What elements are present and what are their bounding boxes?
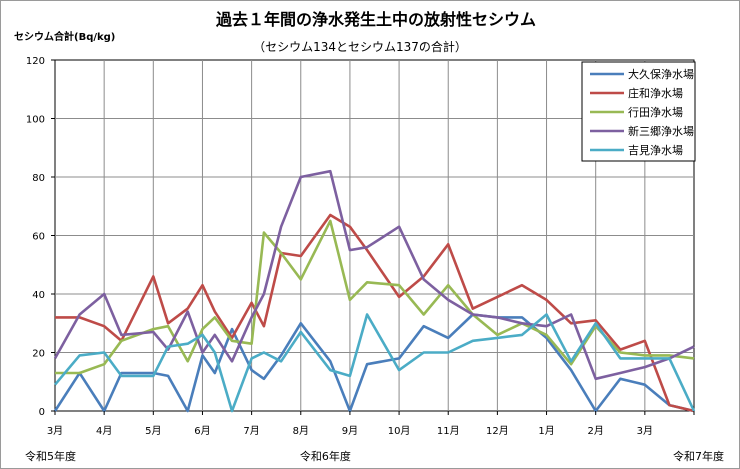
era-label: 令和6年度 xyxy=(300,449,351,463)
series-line xyxy=(55,219,695,375)
era-label: 令和5年度 xyxy=(25,449,76,463)
x-tick-label: 6月 xyxy=(194,425,210,437)
x-tick-label: 9月 xyxy=(342,425,358,437)
y-tick-label: 40 xyxy=(32,290,45,301)
x-tick-label: 1月 xyxy=(538,425,554,437)
x-tick-label: 8月 xyxy=(293,425,309,437)
x-tick-label: 7月 xyxy=(243,425,259,437)
legend-entry: 新三郷浄水場 xyxy=(628,124,694,138)
x-tick-label: 4月 xyxy=(96,425,112,437)
axis-layer: 0 20 40 60 80 100 120 3月 4月 5月 6月 7月 8月 9月 10月 11月 12月 1月… xyxy=(25,56,724,463)
y-tick-label: 100 xyxy=(26,115,45,126)
x-tick-label: 10月 xyxy=(388,425,411,437)
chart-title: 過去１年間の浄水発生土中の放射性セシウム xyxy=(215,10,536,29)
y-axis-label: セシウム合計(Bq/kg) xyxy=(14,30,115,43)
x-tick-label: 2月 xyxy=(588,425,604,437)
legend-entry: 庄和浄水場 xyxy=(628,86,683,100)
series-line xyxy=(54,313,696,413)
y-tick-label: 0 xyxy=(39,407,45,418)
y-tick-label: 60 xyxy=(32,232,45,243)
series-line xyxy=(53,313,695,413)
legend-entry: 行田浄水場 xyxy=(628,105,683,119)
y-tick-label: 20 xyxy=(32,349,45,360)
x-tick-label: 3月 xyxy=(47,425,63,437)
y-tick-label: 120 xyxy=(26,56,45,67)
chart-subtitle: （セシウム134とセシウム137の合計） xyxy=(253,39,467,54)
x-tick-label: 11月 xyxy=(437,425,460,437)
x-tick-label: 3月 xyxy=(637,425,653,437)
x-tick-label: 5月 xyxy=(145,425,161,437)
legend-entry: 吉見浄水場 xyxy=(628,143,683,157)
series-layer xyxy=(53,169,696,413)
era-label: 令和7年度 xyxy=(673,449,724,463)
y-tick-label: 80 xyxy=(32,173,45,184)
x-tick-label: 12月 xyxy=(486,425,509,437)
legend-entry: 大久保浄水場 xyxy=(628,67,694,81)
series-line xyxy=(53,169,695,381)
